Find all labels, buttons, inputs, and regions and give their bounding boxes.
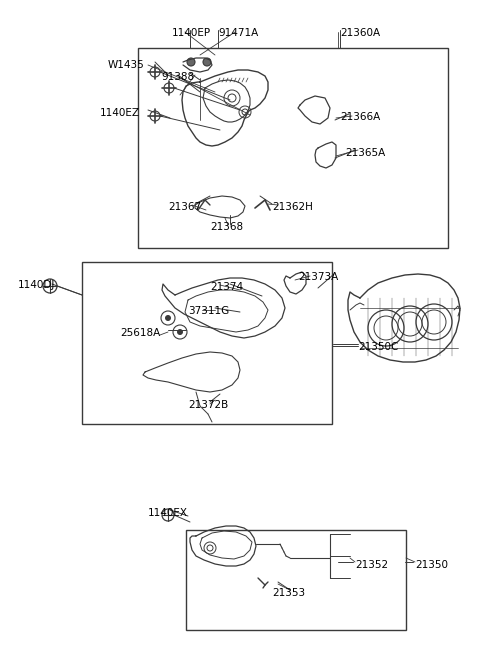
- Text: 21350C: 21350C: [358, 342, 398, 352]
- Text: 37311G: 37311G: [188, 306, 229, 316]
- Text: W1435: W1435: [108, 60, 145, 70]
- Text: 21373A: 21373A: [298, 272, 338, 282]
- Text: 1140EZ: 1140EZ: [100, 108, 140, 118]
- Text: 21368: 21368: [210, 222, 243, 232]
- Circle shape: [203, 58, 211, 66]
- Text: 1140EX: 1140EX: [148, 508, 188, 518]
- Text: 1140DJ: 1140DJ: [18, 280, 55, 290]
- Text: 21372B: 21372B: [188, 400, 228, 410]
- Text: 91388: 91388: [161, 72, 194, 82]
- Text: 25618A: 25618A: [120, 328, 160, 338]
- Text: 1140EP: 1140EP: [172, 28, 211, 38]
- Circle shape: [187, 58, 195, 66]
- Text: 21352: 21352: [355, 560, 388, 570]
- Text: 91471A: 91471A: [218, 28, 258, 38]
- Text: 21365A: 21365A: [345, 148, 385, 158]
- Circle shape: [177, 329, 183, 335]
- Text: 21367: 21367: [168, 202, 201, 212]
- Text: 21362H: 21362H: [272, 202, 313, 212]
- Text: 21360A: 21360A: [340, 28, 380, 38]
- Text: 21366A: 21366A: [340, 112, 380, 122]
- Text: 21350: 21350: [415, 560, 448, 570]
- Bar: [138, 48, 448, 248]
- Bar: [186, 530, 406, 630]
- Text: 21353: 21353: [272, 588, 305, 598]
- Text: 21374: 21374: [210, 282, 243, 292]
- Bar: [82, 262, 332, 424]
- Circle shape: [165, 315, 171, 321]
